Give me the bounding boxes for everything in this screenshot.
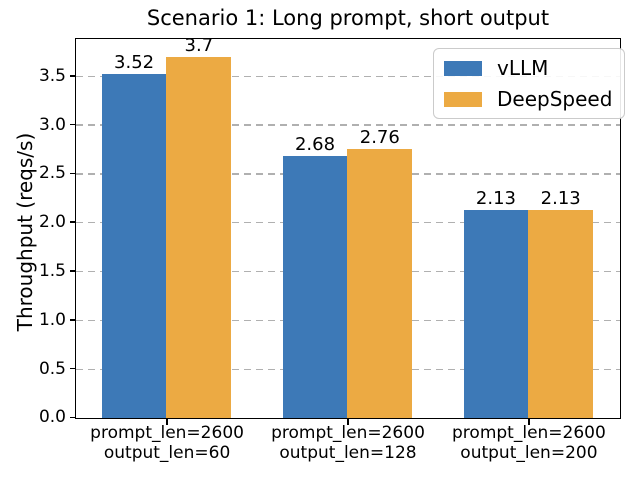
bar-deepspeed-2 [347,148,413,418]
chart-title: Scenario 1: Long prompt, short output [146,6,550,30]
x-tick-mark-3 [528,419,530,425]
x-tick-mark-2 [347,419,349,425]
y-tick-label-1.0: 1.0 [38,309,66,330]
legend-swatch-deepspeed [444,91,482,107]
y-tick-mark-3.0 [69,123,75,126]
y-tick-label-3.0: 3.0 [38,114,66,135]
bar-vllm-2 [282,156,348,418]
gridline-3.0 [76,124,620,126]
bar-value-label-vllm-2: 2.68 [294,134,336,156]
y-tick-mark-0.0 [69,416,75,419]
bar-deepspeed-3 [528,210,594,418]
y-tick-label-0.5: 0.5 [38,358,66,379]
y-tick-mark-1.0 [69,318,75,321]
legend: vLLM DeepSpeed [433,48,626,119]
gridline-3.5 [76,75,620,78]
legend-entry-vllm: vLLM [444,57,612,79]
y-tick-label-1.5: 1.5 [38,260,66,281]
y-tick-mark-1.5 [69,270,75,272]
legend-entry-deepspeed: DeepSpeed [444,88,612,110]
bar-deepspeed-1 [166,56,232,418]
y-tick-label-2.0: 2.0 [38,212,66,233]
bar-vllm-3 [463,210,529,418]
bar-value-label-deepspeed-3: 2.13 [540,188,581,210]
y-tick-mark-3.5 [69,74,75,77]
x-tick-mark-1 [166,419,168,425]
x-tick-label-1: prompt_len=2600 output_len=60 [90,423,244,463]
legend-swatch-vllm [444,60,482,76]
bar-value-label-vllm-1: 3.52 [114,52,155,74]
bar-value-label-deepspeed-2: 2.76 [359,126,400,148]
x-tick-label-3: prompt_len=2600 output_len=200 [452,423,606,463]
y-tick-mark-2.5 [69,172,75,175]
bar-vllm-1 [101,74,167,418]
bar-value-label-deepspeed-1: 3.7 [184,34,214,56]
legend-label-vllm: vLLM [497,56,549,80]
y-tick-label-2.5: 2.5 [38,163,66,184]
y-tick-label-0.0: 0.0 [38,407,66,428]
bar-value-label-vllm-3: 2.13 [475,188,516,210]
x-tick-label-2: prompt_len=2600 output_len=128 [271,423,425,463]
y-tick-label-3.5: 3.5 [38,65,66,86]
legend-label-deepspeed: DeepSpeed [497,87,613,111]
y-tick-mark-0.5 [69,367,75,370]
y-tick-mark-2.0 [69,221,75,223]
